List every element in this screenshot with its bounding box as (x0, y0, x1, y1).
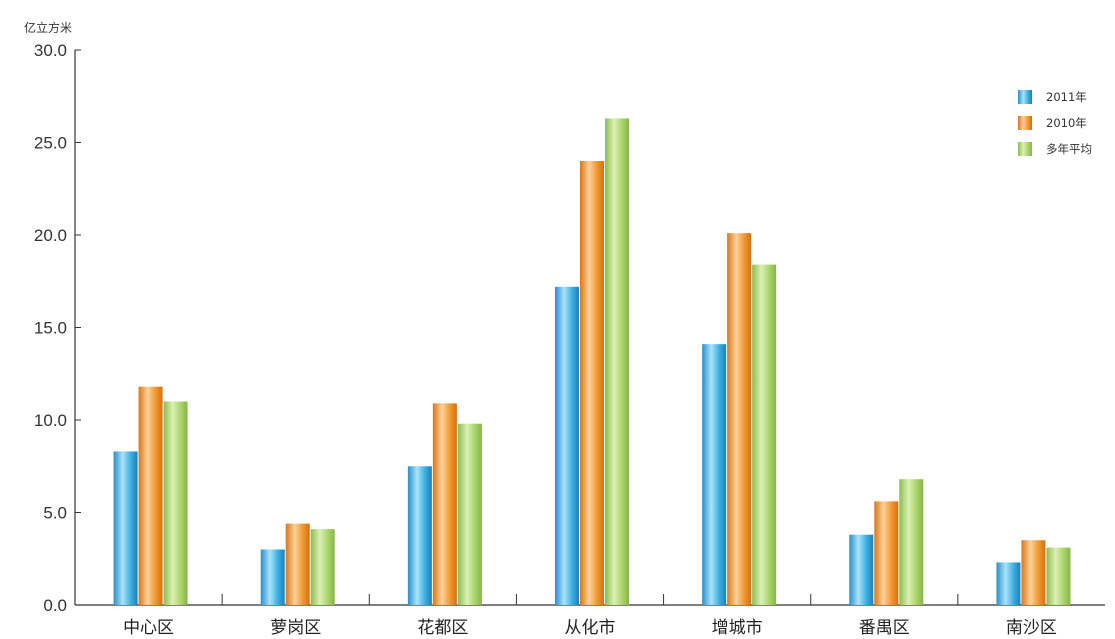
bar (874, 501, 899, 605)
bar (1046, 547, 1071, 605)
legend-swatch (1018, 142, 1032, 156)
y-tick-label: 5.0 (43, 504, 67, 523)
bar (260, 549, 285, 605)
bar (432, 403, 457, 605)
y-tick-label: 0.0 (43, 596, 67, 615)
axes: 0.0 5.0 10.0 15.0 20.0 25.0 30.0 中心区 萝岗区 花都区 从化市 增城… (34, 41, 1105, 638)
bar (310, 529, 335, 605)
y-tick-label: 30.0 (34, 41, 67, 60)
y-tick-label: 25.0 (34, 134, 67, 153)
bar (580, 161, 604, 605)
y-tick-label: 20.0 (34, 226, 67, 245)
x-category-label: 从化市 (565, 618, 616, 638)
bar (727, 233, 752, 605)
bar (163, 401, 188, 605)
bar (407, 466, 432, 605)
x-category-label: 中心区 (123, 618, 174, 638)
x-category-label: 南沙区 (1006, 618, 1057, 638)
bars (113, 118, 1071, 605)
bar (752, 264, 777, 605)
bar (702, 344, 727, 605)
bar (996, 562, 1021, 605)
legend-label: 多年平均 (1046, 142, 1092, 156)
bar (457, 423, 482, 605)
bar (555, 286, 579, 605)
legend-swatch (1018, 116, 1032, 130)
bar (138, 386, 163, 605)
bar (605, 118, 629, 605)
bar (899, 479, 924, 605)
x-category-label: 增城市 (712, 618, 763, 638)
x-category-label: 花都区 (417, 618, 468, 638)
bar (849, 534, 874, 605)
bar (1021, 540, 1046, 605)
y-tick-label: 15.0 (34, 319, 67, 338)
y-tick-label: 10.0 (34, 411, 67, 430)
x-category-label: 番禺区 (859, 618, 910, 638)
x-category-label: 萝岗区 (270, 618, 321, 638)
legend-label: 2010年 (1046, 116, 1087, 130)
bar (113, 451, 138, 605)
legend-label: 2011年 (1046, 90, 1087, 104)
bar (285, 523, 310, 605)
y-axis-unit-label: 亿立方米 (24, 20, 72, 35)
legend-swatch (1018, 90, 1032, 104)
